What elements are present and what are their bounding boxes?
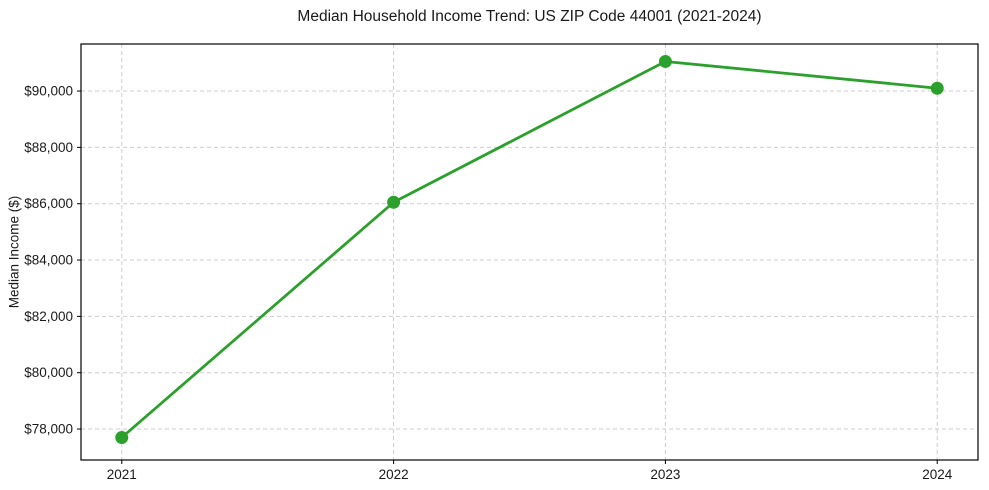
plot-border [80,43,979,461]
y-tick-label: $82,000 [24,309,73,324]
chart-title: Median Household Income Trend: US ZIP Co… [297,8,762,25]
trend-line [120,60,939,439]
y-tick-label: $86,000 [24,196,73,211]
x-tick-label: 2022 [379,467,409,482]
x-tick-label: 2021 [107,467,137,482]
y-tick-label: $84,000 [24,253,73,268]
y-tick-label: $90,000 [24,84,73,99]
y-tick-label: $88,000 [24,140,73,155]
data-point-marker [115,430,129,444]
data-point-marker [387,195,401,209]
data-point-marker [658,54,672,68]
y-tick-label: $78,000 [24,422,73,437]
data-point-marker [930,81,944,95]
x-tick-label: 2023 [650,467,680,482]
x-tick-label: 2024 [922,467,953,482]
y-tick-label: $80,000 [24,365,73,380]
